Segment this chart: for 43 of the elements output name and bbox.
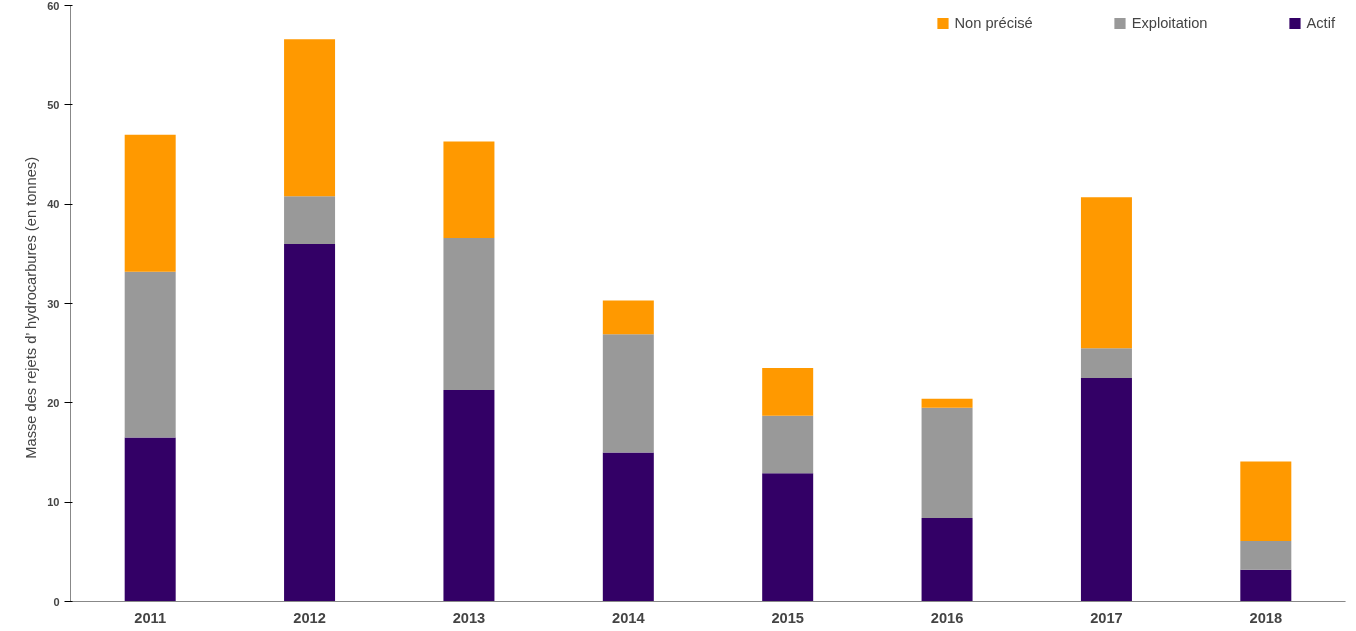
y-tick-label: 20 (47, 396, 60, 409)
bar (1080, 197, 1132, 349)
bar (602, 334, 654, 453)
bar (124, 134, 176, 272)
bar (1080, 348, 1132, 378)
x-tick-label: 2014 (612, 609, 646, 626)
bar (1240, 569, 1292, 602)
bar (284, 39, 336, 197)
bar (762, 368, 814, 416)
x-tick-label: 2011 (134, 609, 167, 626)
bar (284, 243, 336, 602)
bar (921, 407, 973, 519)
bar (762, 473, 814, 602)
y-axis-title: Masse des rejets d’ hydrocarbures (en tonnes) (23, 157, 40, 459)
legend-label: Actif (1306, 15, 1335, 31)
legend-label: Non précisé (954, 15, 1033, 31)
bar (762, 415, 814, 474)
y-tick-label: 40 (47, 198, 60, 211)
y-tick-label: 10 (47, 496, 60, 509)
bar (602, 452, 654, 602)
bar (124, 271, 176, 438)
bar (284, 196, 336, 244)
bar (921, 518, 973, 602)
legend-label: Exploitation (1131, 15, 1208, 31)
y-tick-label: 0 (53, 595, 60, 608)
bar (602, 300, 654, 335)
bar (443, 141, 495, 238)
y-tick-label: 30 (47, 297, 60, 310)
x-tick-label: 2018 (1249, 609, 1283, 626)
y-tick-label: 50 (47, 98, 60, 111)
y-tick-label: 60 (47, 0, 60, 12)
bar (1240, 540, 1292, 570)
x-tick-label: 2017 (1090, 609, 1123, 626)
bar (921, 398, 973, 408)
x-tick-label: 2012 (293, 609, 326, 626)
bar (1080, 378, 1132, 602)
bar (443, 389, 495, 602)
x-tick-label: 2016 (930, 609, 964, 626)
bar (124, 437, 176, 602)
x-tick-label: 2013 (452, 609, 486, 626)
x-tick-label: 2015 (771, 609, 804, 626)
bar (443, 237, 495, 390)
bar (1240, 461, 1292, 541)
